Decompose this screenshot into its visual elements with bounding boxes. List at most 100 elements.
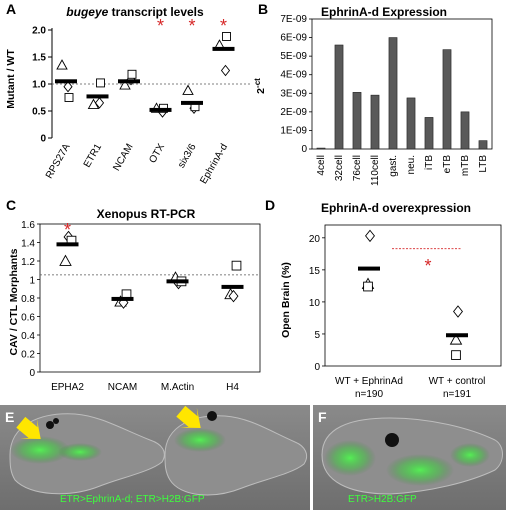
panel-a-point-triangle xyxy=(56,59,68,70)
panel-a-point-triangle xyxy=(119,79,131,90)
panel-d-ytick-label: 20 xyxy=(309,234,321,245)
panel-c-xtick-label: EPHA2 xyxy=(51,382,84,393)
panel-a-significance-asterisk: * xyxy=(157,16,164,36)
panel-a-mean-bar xyxy=(118,79,140,84)
panel-c-point-triangle xyxy=(59,254,72,266)
panel-c-xtick-label: NCAM xyxy=(108,382,137,393)
panel-a-title: bugeye transcript levels xyxy=(66,5,204,19)
gfp-signal-left-2 xyxy=(58,443,102,461)
panel-c: C Xenopus RT-PCR CAV / CTL Morphants 0 0.… xyxy=(6,197,261,393)
panel-a-significance-asterisk: * xyxy=(188,16,195,36)
panel-b-xtick-label: iTB xyxy=(424,155,435,170)
panel-b-xtick-label: 32cell xyxy=(334,155,345,181)
panel-b-title: EphrinA-d Expression xyxy=(321,5,447,19)
panel-a-ytick-label: 0 xyxy=(40,134,46,145)
panel-c-ytick-label: 0.6 xyxy=(21,313,35,324)
panel-c-ytick-label: 0.8 xyxy=(21,294,35,305)
panel-d-point-square xyxy=(363,281,373,292)
panel-b-bar xyxy=(370,94,380,150)
panel-a-mean-bar xyxy=(55,79,77,84)
panel-e-letter: E xyxy=(5,409,14,425)
panel-c-mean-bar xyxy=(111,296,134,301)
panel-c-ytick-label: 1.6 xyxy=(21,220,35,231)
panel-c-significance-asterisk: * xyxy=(64,220,71,240)
panel-b-ytick-label: 4E-09 xyxy=(280,70,307,81)
panel-d-mean-bar xyxy=(358,266,380,271)
panel-b-ytick-label: 2E-09 xyxy=(280,107,307,118)
panel-f-label: ETR>H2B:GFP xyxy=(348,494,417,505)
panel-b-bar xyxy=(334,44,344,150)
eye-pigment-left xyxy=(46,421,54,429)
panel-a-mean-bar xyxy=(149,107,172,112)
panel-c-letter: C xyxy=(6,197,16,213)
panel-a-ytick-label: 1.5 xyxy=(32,53,46,64)
panel-a-point-triangle xyxy=(182,84,194,95)
panel-b-ytick-label: 1E-09 xyxy=(280,125,307,136)
panel-c-ytick-label: 1.2 xyxy=(21,257,35,268)
panel-d-point-diamond xyxy=(453,305,463,318)
panel-a-point-diamond xyxy=(63,80,73,93)
panel-b-xtick-label: gast. xyxy=(388,155,399,177)
panel-c-xtick-label: H4 xyxy=(226,382,239,393)
panel-d: D EphrinA-d overexpression Open Brain (%… xyxy=(265,197,502,400)
panel-a-xtick-label: RPS27A xyxy=(44,142,73,181)
panel-a-mean-bar xyxy=(212,46,235,51)
panel-c-mean-bar xyxy=(221,284,244,289)
gfp-signal-right xyxy=(324,440,376,476)
panel-c-ylabel: CAV / CTL Morphants xyxy=(8,248,20,355)
panel-a-point-diamond xyxy=(94,97,105,109)
panel-d-point-square xyxy=(451,350,461,360)
panel-f-micrograph: F ETR>H2B:GFP xyxy=(313,405,506,510)
panel-c-ytick-label: 0 xyxy=(29,368,35,379)
panel-a-significance-asterisk: * xyxy=(220,16,227,36)
panel-b-ytick-label: 7E-09 xyxy=(280,14,307,25)
panel-d-ytick-label: 10 xyxy=(309,298,321,309)
panel-a-xtick-label: NCAM xyxy=(111,142,135,173)
panel-b-xtick-label: eTB xyxy=(442,155,453,174)
panel-a-ylabel: Mutant / WT xyxy=(5,49,17,109)
panel-d-xtick-label: WT + control xyxy=(429,376,486,387)
eye-pigment-right xyxy=(385,433,399,447)
panel-b-bar xyxy=(316,147,326,150)
eye-pigment-left-2 xyxy=(53,418,59,424)
panel-d-ytick-label: 0 xyxy=(314,362,320,373)
panel-e-label: ETR>EphrinA-d; ETR>H2B:GFP xyxy=(60,494,205,505)
eye-pigment-middle xyxy=(207,411,217,421)
panel-c-point-square xyxy=(231,260,242,271)
panel-d-significance-asterisk: * xyxy=(424,256,431,276)
panel-d-ytick-label: 15 xyxy=(309,266,321,277)
panel-c-title: Xenopus RT-PCR xyxy=(97,207,196,221)
panel-b-ytick-label: 5E-09 xyxy=(280,51,307,62)
gfp-signal-right-2 xyxy=(386,454,454,486)
panel-c-ytick-label: 1 xyxy=(29,276,35,287)
panel-b-bar xyxy=(388,37,398,150)
panel-a-point-diamond xyxy=(220,64,231,77)
panel-b-xtick-label: 110cell xyxy=(370,155,381,186)
panel-b-xtick-label: neu. xyxy=(406,155,417,174)
panel-d-point-diamond xyxy=(365,229,375,243)
panel-a-ytick-label: 2.0 xyxy=(32,26,46,37)
panel-d-ylabel: Open Brain (%) xyxy=(280,262,292,338)
panel-b: B EphrinA-d Expression 2-ct 0 1E-09 2E-09 3… xyxy=(253,1,493,186)
panel-b-xtick-label: mTB xyxy=(460,155,471,176)
panel-c-ytick-label: 0.4 xyxy=(21,331,35,342)
panel-a-xtick-label: six3/6 xyxy=(176,142,199,171)
panel-a-mean-bar xyxy=(86,94,109,99)
panel-a-point-square xyxy=(222,32,231,41)
panel-d-letter: D xyxy=(265,197,275,213)
panel-a-point-square xyxy=(127,69,137,79)
panel-b-bar xyxy=(460,111,470,150)
panel-b-xtick-label: LTB xyxy=(478,155,489,173)
panel-b-bar xyxy=(442,49,452,150)
panel-d-count-label: n=191 xyxy=(443,389,472,400)
panel-d-mean-bar xyxy=(446,333,468,338)
panel-d-ytick-label: 5 xyxy=(314,330,320,341)
panel-a-point-square xyxy=(96,78,105,88)
panel-b-plot-frame xyxy=(311,18,493,150)
panel-c-xtick-label: M.Actin xyxy=(161,382,194,393)
panel-a-ytick-label: 0.5 xyxy=(32,107,46,118)
panel-a-xtick-label: OTX xyxy=(147,142,167,166)
panel-b-bar xyxy=(478,140,488,150)
panel-b-ytick-label: 0 xyxy=(301,144,307,155)
